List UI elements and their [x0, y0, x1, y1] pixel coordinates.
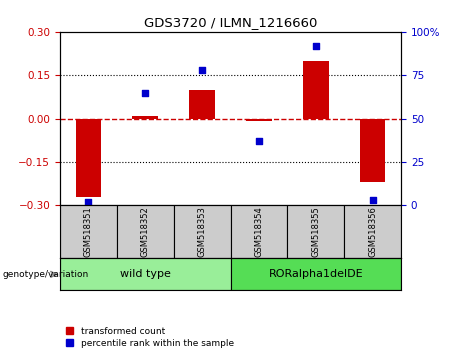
- Point: [369, 197, 376, 203]
- Bar: [189, 90, 215, 119]
- Point: [198, 67, 206, 73]
- Legend: transformed count, percentile rank within the sample: transformed count, percentile rank withi…: [65, 325, 236, 349]
- Bar: [60, 205, 117, 258]
- Bar: [360, 119, 385, 182]
- Bar: [246, 119, 272, 121]
- Bar: [230, 205, 287, 258]
- Bar: [230, 258, 401, 290]
- Title: GDS3720 / ILMN_1216660: GDS3720 / ILMN_1216660: [144, 16, 317, 29]
- Point: [312, 43, 319, 48]
- Bar: [76, 119, 101, 197]
- Bar: [60, 258, 230, 290]
- Text: GSM518354: GSM518354: [254, 206, 263, 257]
- Bar: [344, 205, 401, 258]
- Bar: [287, 205, 344, 258]
- Point: [142, 90, 149, 96]
- Bar: [174, 205, 230, 258]
- Point: [255, 138, 263, 144]
- Text: genotype/variation: genotype/variation: [2, 270, 89, 279]
- Text: RORalpha1delDE: RORalpha1delDE: [268, 269, 363, 279]
- Text: GSM518353: GSM518353: [198, 206, 207, 257]
- Bar: [303, 61, 329, 119]
- Bar: [117, 205, 174, 258]
- Point: [85, 199, 92, 205]
- Text: wild type: wild type: [120, 269, 171, 279]
- Bar: [132, 116, 158, 119]
- Text: GSM518355: GSM518355: [311, 206, 320, 257]
- Text: GSM518351: GSM518351: [84, 206, 93, 257]
- Text: GSM518356: GSM518356: [368, 206, 377, 257]
- Text: GSM518352: GSM518352: [141, 206, 150, 257]
